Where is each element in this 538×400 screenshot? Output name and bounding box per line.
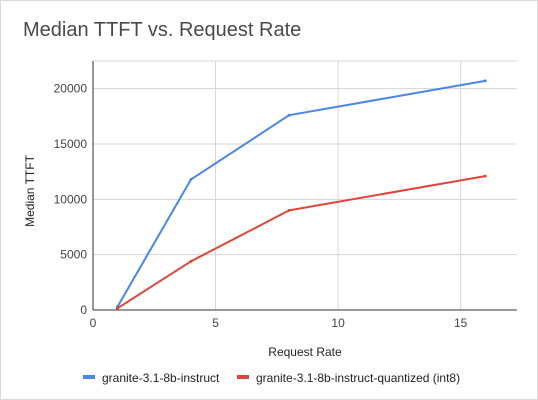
axis-layer: 0 5000 10000 15000 20000 0 5 10 15: [54, 61, 517, 330]
x-tick-label: 10: [331, 316, 345, 330]
legend-swatch-2: [237, 375, 249, 379]
x-tick-label: 5: [212, 316, 219, 330]
legend-swatch-1: [83, 375, 95, 379]
series-layer: [116, 79, 487, 310]
data-point: [483, 79, 487, 83]
legend-label-2: granite-3.1-8b-instruct-quantized (int8): [256, 371, 460, 385]
data-point: [189, 259, 193, 263]
x-tick-label: 0: [90, 316, 97, 330]
series-line-1: [116, 79, 486, 308]
data-point: [483, 174, 487, 178]
y-tick-label: 15000: [54, 137, 88, 151]
y-axis-label: Median TTFT: [23, 154, 37, 226]
y-tick-label: 10000: [54, 192, 88, 206]
legend-label-1: granite-3.1-8b-instruct: [102, 371, 220, 385]
y-tick-label: 20000: [54, 82, 88, 96]
x-axis-label: Request Rate: [268, 345, 342, 359]
grid-layer: [93, 60, 517, 310]
y-tick-label: 5000: [60, 248, 87, 262]
data-point: [189, 177, 193, 181]
legend: granite-3.1-8b-instruct granite-3.1-8b-in…: [83, 371, 460, 385]
y-tick-label: 0: [80, 303, 87, 317]
x-tick-label: 15: [454, 316, 468, 330]
data-point: [287, 208, 291, 212]
data-point: [287, 113, 291, 117]
series-line-2: [116, 175, 486, 310]
data-point: [116, 306, 120, 310]
chart-title: Median TTFT vs. Request Rate: [23, 19, 302, 41]
